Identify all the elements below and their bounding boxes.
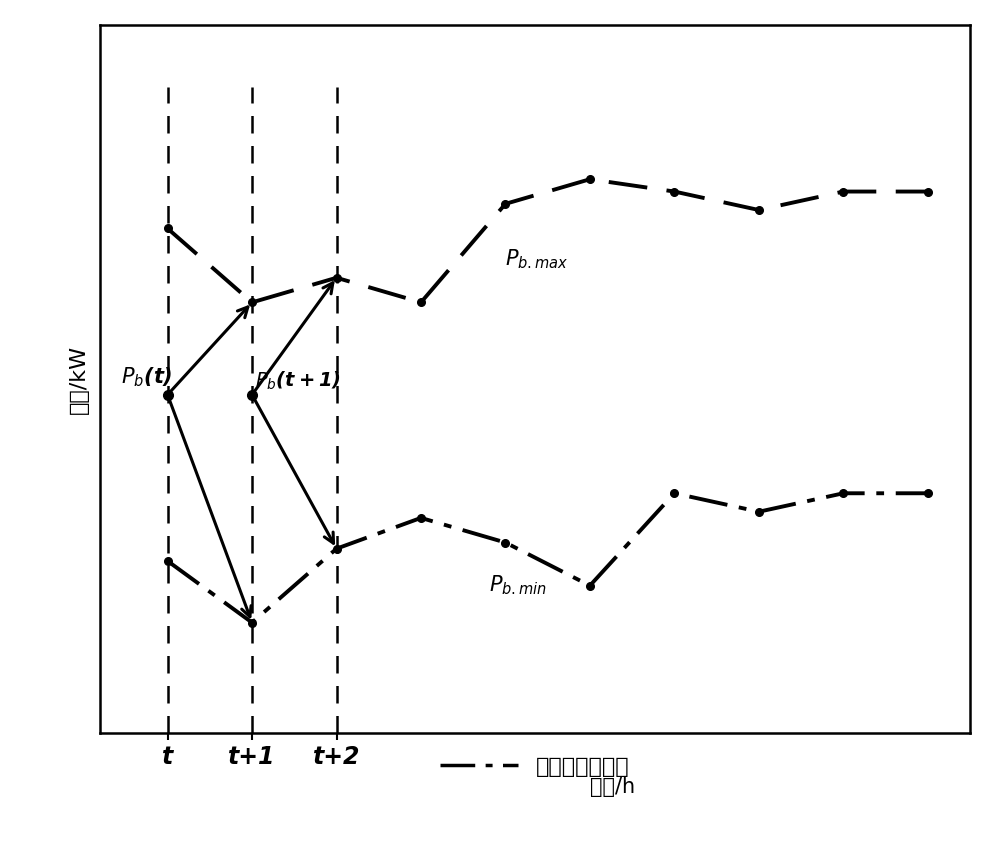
Text: $P_b\mathregular{(t)}$: $P_b\mathregular{(t)}$	[121, 365, 173, 389]
Text: $P_b\mathregular{(t+1)}$: $P_b\mathregular{(t+1)}$	[255, 369, 340, 392]
Legend: 可控负荷裕度带: 可控负荷裕度带	[432, 749, 638, 786]
Text: $P_{b.max}$: $P_{b.max}$	[505, 248, 569, 271]
Text: 时间/h: 时间/h	[590, 776, 635, 797]
Text: $P_{b.min}$: $P_{b.min}$	[489, 574, 546, 598]
Y-axis label: 功率/kW: 功率/kW	[69, 345, 89, 414]
